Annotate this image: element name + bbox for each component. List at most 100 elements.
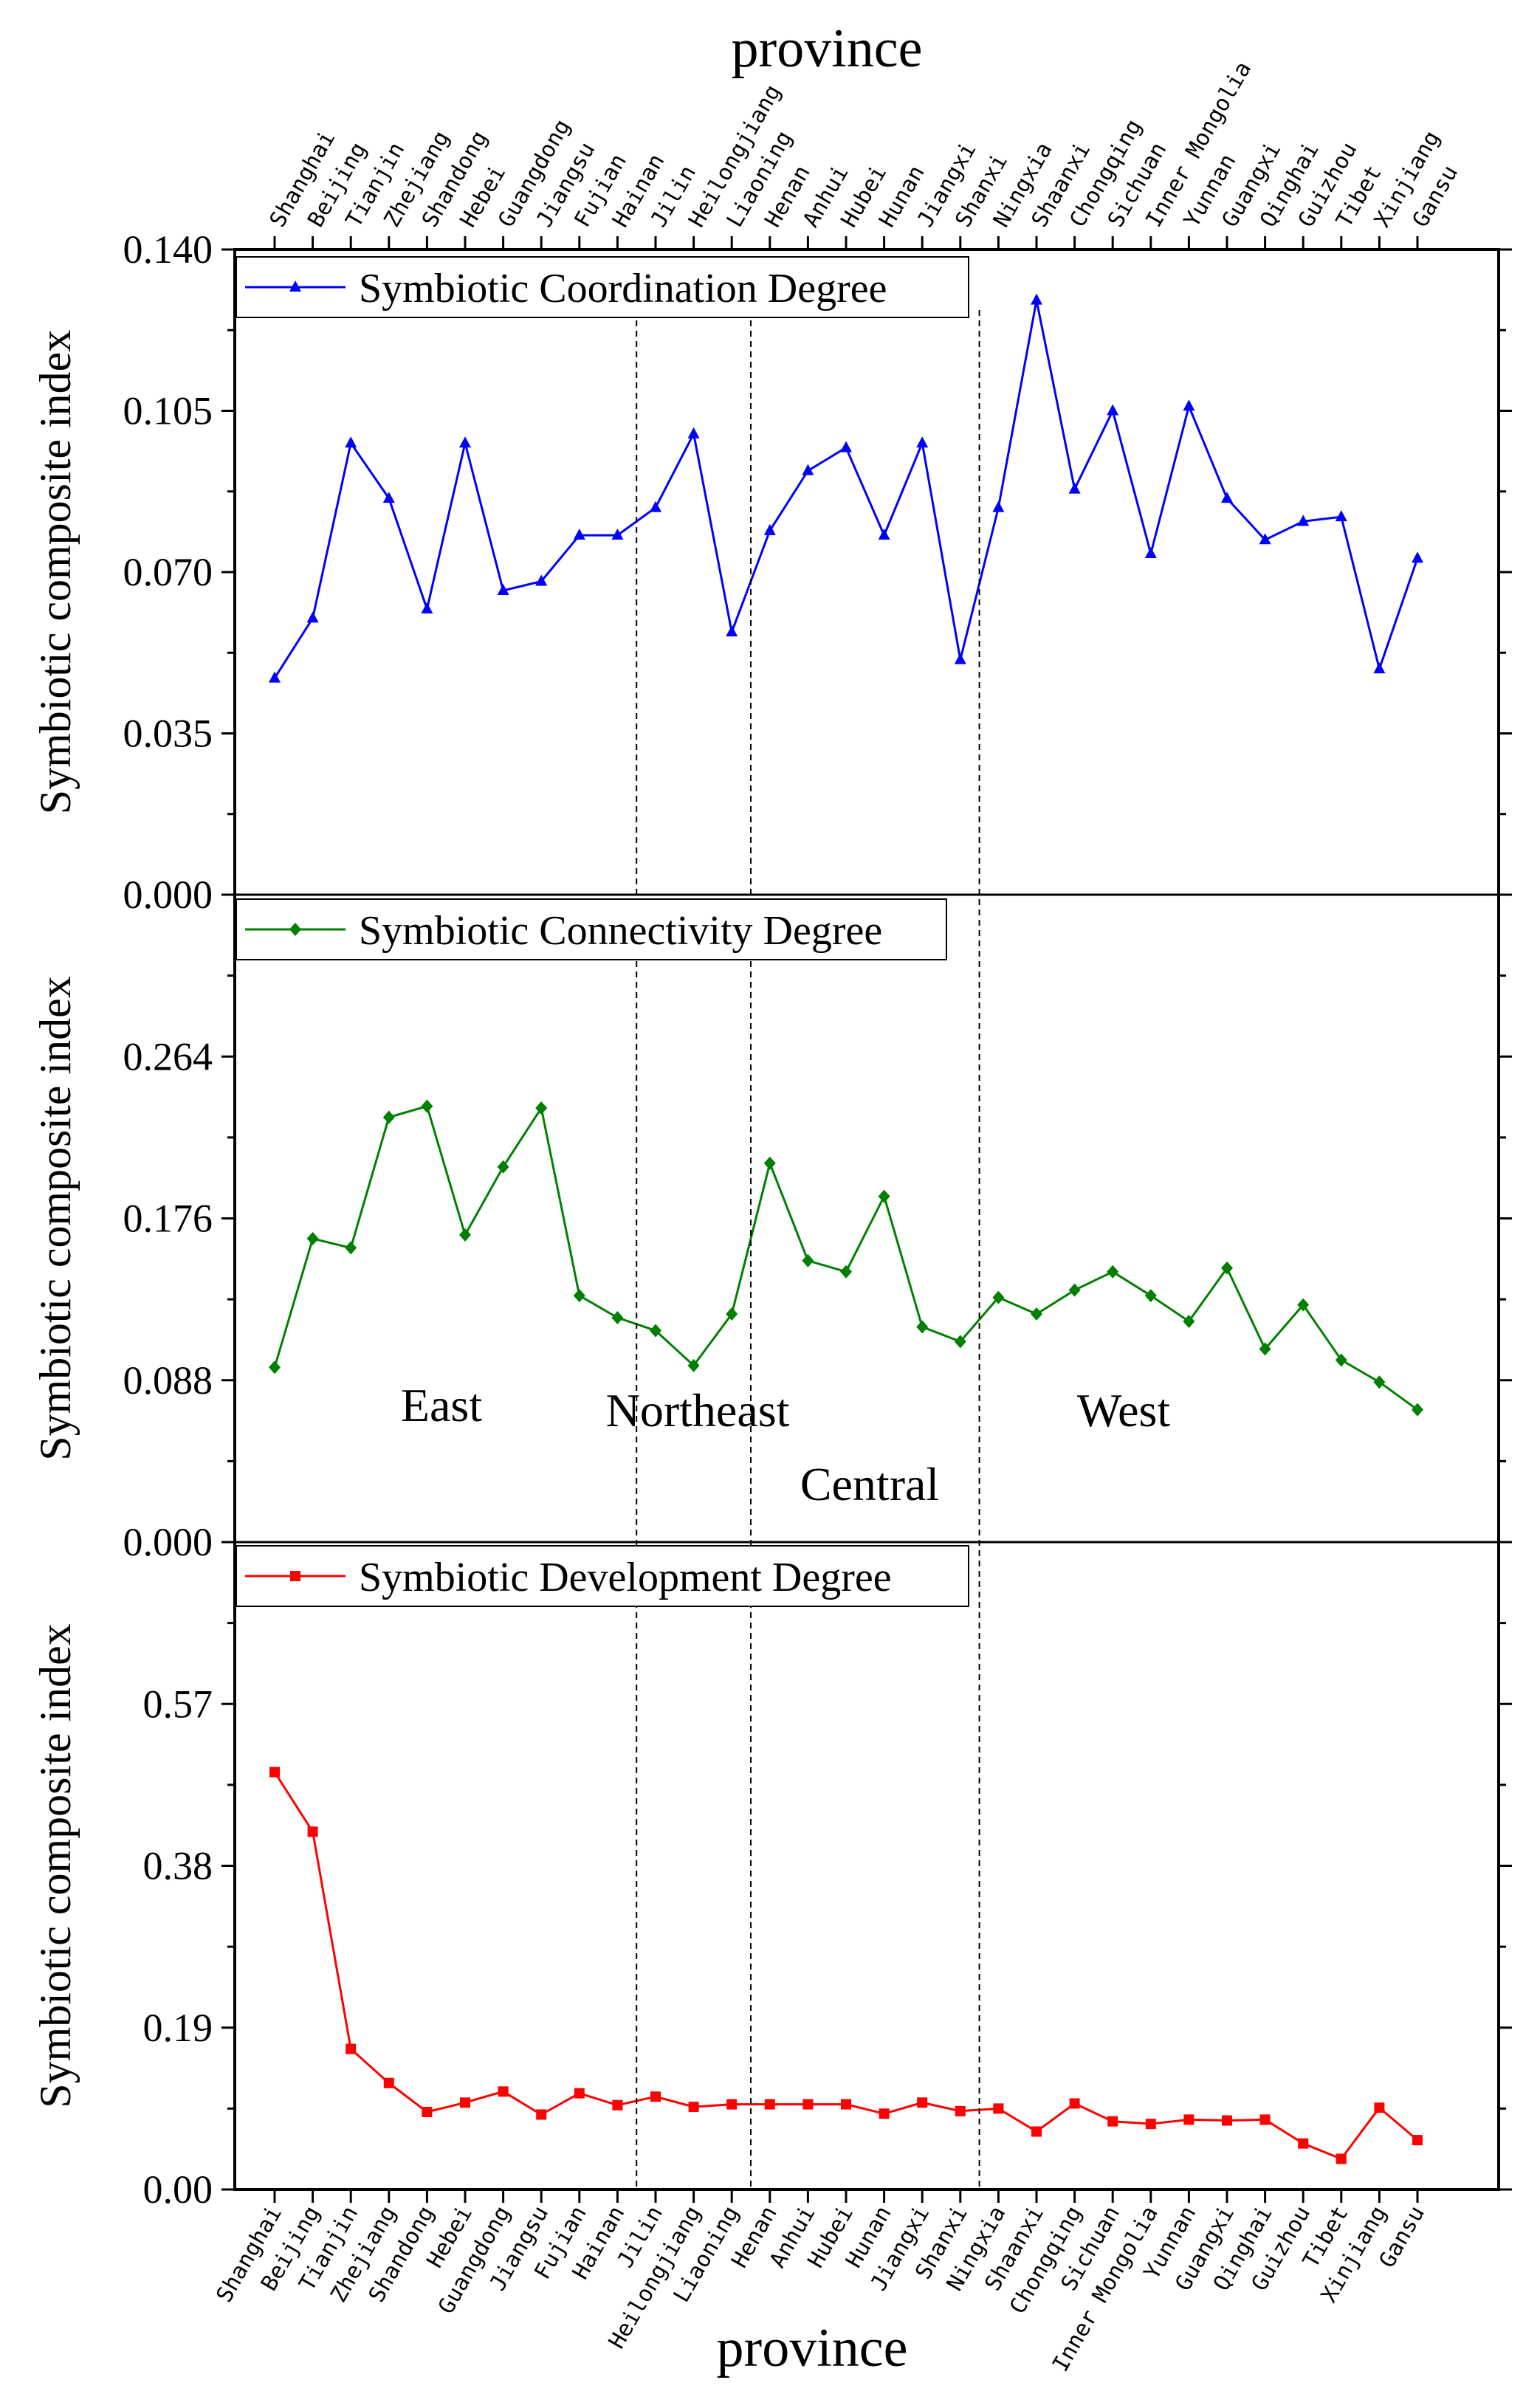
data-point xyxy=(345,436,357,448)
data-point xyxy=(992,500,1005,512)
y-tick-label: 0.19 xyxy=(143,2006,213,2050)
region-label-west: West xyxy=(1077,1384,1171,1437)
legend-label: Symbiotic Coordination Degree xyxy=(359,266,887,312)
legend-label: Symbiotic Connectivity Degree xyxy=(359,908,882,954)
data-point xyxy=(269,1360,281,1375)
data-point xyxy=(1031,293,1042,305)
bottom-axis-title: province xyxy=(717,2318,908,2378)
data-point xyxy=(955,2105,966,2116)
data-point xyxy=(535,574,548,586)
data-point xyxy=(1259,2114,1271,2125)
panel-3: 0.00 0.19 0.38 0.57 Symbiotic composite inde… xyxy=(31,1541,1512,2212)
y-axis-title: Symbiotic composite index xyxy=(31,1623,80,2108)
data-point xyxy=(916,1320,929,1334)
data-point xyxy=(650,2091,661,2102)
region-label-northeast: Northeast xyxy=(606,1384,790,1437)
data-point xyxy=(1068,482,1081,494)
legend-box xyxy=(236,256,969,318)
y-tick-label: 0.035 xyxy=(123,712,213,756)
data-point xyxy=(1069,2098,1080,2109)
y-axis-title: Symbiotic composite index xyxy=(31,330,80,815)
data-point xyxy=(763,1156,776,1170)
data-point xyxy=(840,1265,852,1279)
legends-layer: Symbiotic Coordination Degree Symbiotic C… xyxy=(236,256,969,1607)
data-point xyxy=(497,583,509,595)
plot-frame xyxy=(233,248,1500,2191)
data-point xyxy=(1221,1261,1233,1275)
data-point xyxy=(650,500,661,512)
y-tick-label: 0.140 xyxy=(123,227,213,272)
region-dividers xyxy=(636,310,980,2189)
data-point xyxy=(763,523,776,535)
legend-marker xyxy=(290,1571,300,1581)
panel-1: 0.000 0.035 0.070 0.105 0.140 Symbiotic compo… xyxy=(31,227,1512,917)
data-point xyxy=(1107,404,1119,416)
legend-2: Symbiotic Connectivity Degree xyxy=(236,898,947,960)
data-point xyxy=(460,2097,470,2108)
data-point xyxy=(346,2043,357,2054)
panel-2: 0.000 0.088 0.176 0.264 Symbiotic composite … xyxy=(31,893,1512,1564)
y-axis-title: Symbiotic composite index xyxy=(31,976,80,1461)
data-point xyxy=(536,2109,547,2120)
y-tick-label: 0.070 xyxy=(123,550,213,594)
legend-1: Symbiotic Coordination Degree xyxy=(236,256,969,318)
data-point xyxy=(574,2088,585,2099)
data-point xyxy=(916,436,929,448)
data-point xyxy=(992,1290,1005,1304)
y-tick-label: 0.000 xyxy=(123,873,213,917)
data-point xyxy=(459,1228,471,1242)
data-point xyxy=(1335,1353,1347,1367)
data-point xyxy=(382,492,395,503)
data-point xyxy=(726,2099,738,2110)
data-point xyxy=(878,529,890,540)
data-point xyxy=(1183,2114,1194,2125)
data-point xyxy=(1297,1298,1310,1312)
data-point xyxy=(421,602,433,613)
legend-box xyxy=(236,1545,969,1607)
data-point xyxy=(306,611,319,623)
region-label-central: Central xyxy=(800,1458,939,1510)
data-point xyxy=(954,1335,966,1349)
data-point xyxy=(421,1099,433,1113)
data-point xyxy=(612,2099,623,2111)
legend-3: Symbiotic Development Degree xyxy=(236,1545,969,1607)
data-point xyxy=(1412,2135,1423,2146)
data-point xyxy=(459,436,471,448)
data-point xyxy=(269,671,281,683)
y-tick-label: 0.176 xyxy=(123,1197,213,1241)
data-point xyxy=(497,1160,509,1174)
y-tick-label: 0.264 xyxy=(123,1034,213,1079)
data-point xyxy=(954,653,966,664)
data-point xyxy=(802,464,814,475)
data-point xyxy=(307,1826,318,1837)
data-point xyxy=(764,2099,775,2110)
data-point xyxy=(573,1289,585,1303)
data-point xyxy=(1145,2119,1156,2130)
data-point xyxy=(688,2102,699,2113)
data-point xyxy=(1412,1403,1423,1417)
data-point xyxy=(611,529,624,540)
y-tick-label: 0.105 xyxy=(123,389,213,433)
data-point xyxy=(1107,2116,1118,2127)
data-point xyxy=(687,427,700,438)
data-point xyxy=(269,1767,280,1778)
data-point xyxy=(1259,533,1271,545)
data-point xyxy=(1183,1315,1195,1329)
data-point xyxy=(611,1311,624,1325)
data-point xyxy=(1374,2102,1385,2113)
data-point xyxy=(1144,547,1157,559)
data-point xyxy=(1222,2115,1232,2126)
legend-marker xyxy=(289,281,301,292)
data-point xyxy=(802,2099,814,2110)
data-point xyxy=(1031,2126,1042,2137)
data-point xyxy=(382,1110,395,1124)
data-point xyxy=(345,1241,357,1255)
data-point xyxy=(1298,2138,1309,2149)
top-axis-title: province xyxy=(732,18,923,79)
data-point xyxy=(802,1253,814,1267)
legend-box xyxy=(236,898,947,960)
y-tick-label: 0.088 xyxy=(123,1358,213,1403)
data-point xyxy=(573,529,585,540)
